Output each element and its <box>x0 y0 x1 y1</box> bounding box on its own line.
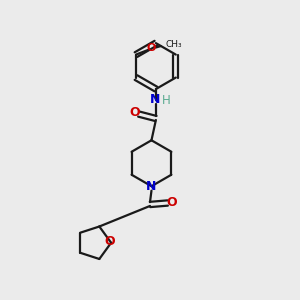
Text: O: O <box>166 196 177 209</box>
Text: O: O <box>105 235 115 248</box>
Text: H: H <box>162 94 171 107</box>
Text: N: N <box>150 93 160 106</box>
Text: CH₃: CH₃ <box>165 40 182 50</box>
Text: O: O <box>147 43 156 53</box>
Text: O: O <box>130 106 140 119</box>
Text: N: N <box>146 180 157 193</box>
